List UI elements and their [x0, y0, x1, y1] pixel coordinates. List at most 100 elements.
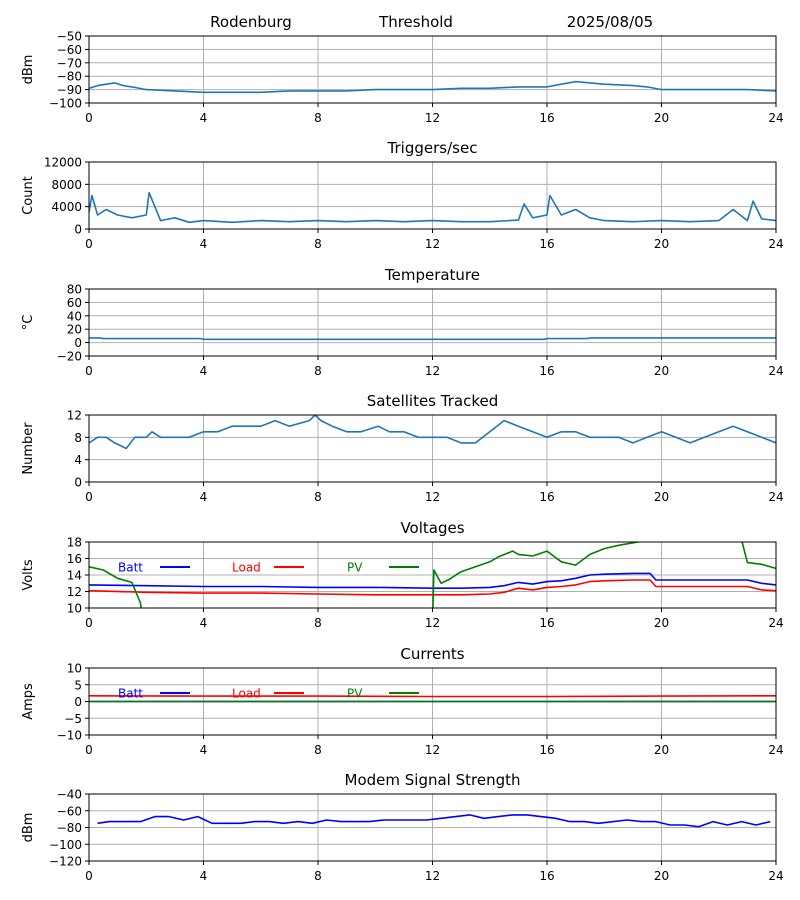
- y-tick-label: −120: [49, 855, 82, 869]
- chart-title: Satellites Tracked: [367, 392, 498, 410]
- chart-title: Temperature: [384, 266, 480, 284]
- plot-frame: [88, 288, 777, 357]
- y-tick-label: 10: [67, 602, 82, 616]
- plot-frame: [88, 414, 777, 483]
- y-tick-label: −40: [57, 788, 82, 802]
- y-tick-label: −90: [57, 83, 82, 97]
- y-tick-label: −20: [57, 350, 82, 364]
- x-tick-label: 8: [314, 743, 322, 757]
- x-tick-label: 0: [85, 111, 93, 125]
- y-tick-label: 0: [74, 336, 82, 350]
- plot-frame: [88, 161, 777, 230]
- y-axis-label: Count: [21, 176, 36, 215]
- x-tick-label: 8: [314, 237, 322, 251]
- y-tick-label: 40: [67, 309, 82, 323]
- x-tick-label: 12: [425, 869, 440, 883]
- y-tick-label: −80: [57, 821, 82, 835]
- y-tick-label: 4000: [51, 200, 82, 214]
- x-tick-label: 0: [85, 490, 93, 504]
- x-tick-label: 4: [200, 237, 208, 251]
- x-tick-label: 4: [200, 490, 208, 504]
- y-tick-label: −60: [57, 804, 82, 818]
- x-tick-label: 12: [425, 616, 440, 630]
- x-tick-label: 8: [314, 616, 322, 630]
- x-tick-label: 20: [654, 237, 669, 251]
- chart-panel-7: 0 4 8 12 16 20 24 −120 −100 −80 −60 −40 Modem Signal…: [21, 771, 784, 883]
- y-tick-label: −100: [49, 97, 82, 111]
- chart-panel-6: 0 4 8 12 16 20 24 −10 −5 0 5 10 Batt Load PV Currents Am…: [21, 645, 784, 757]
- y-axis-label: dBm: [21, 55, 36, 85]
- x-tick-label: 20: [654, 490, 669, 504]
- y-tick-label: 0: [74, 223, 82, 237]
- x-tick-label: 12: [425, 237, 440, 251]
- y-tick-label: −10: [57, 729, 82, 743]
- y-axis-label: dBm: [21, 813, 36, 843]
- header-station: Rodenburg: [210, 13, 292, 31]
- plot-frame: [88, 793, 777, 862]
- chart-title: Currents: [400, 645, 464, 663]
- y-tick-label: 80: [67, 283, 82, 297]
- y-tick-label: 0: [74, 476, 82, 490]
- y-tick-label: −5: [64, 712, 82, 726]
- legend-label-pv: PV: [347, 561, 363, 575]
- x-tick-label: 4: [200, 111, 208, 125]
- x-tick-label: 4: [200, 869, 208, 883]
- legend-label-batt: Batt: [118, 561, 143, 575]
- x-tick-label: 8: [314, 364, 322, 378]
- y-tick-label: 20: [67, 323, 82, 337]
- chart-title: Voltages: [400, 519, 464, 537]
- legend-label-load: Load: [232, 687, 261, 701]
- chart-panel-2: 0 4 8 12 16 20 24 0 4000 8000 12000 Triggers/sec Cou…: [21, 139, 784, 251]
- x-tick-label: 16: [539, 237, 554, 251]
- y-tick-label: 10: [67, 662, 82, 676]
- y-tick-label: 12: [67, 409, 82, 423]
- x-tick-label: 20: [654, 364, 669, 378]
- x-tick-label: 16: [539, 743, 554, 757]
- x-tick-label: 12: [425, 111, 440, 125]
- y-axis-label: Number: [21, 422, 36, 475]
- x-tick-label: 4: [200, 616, 208, 630]
- x-tick-label: 8: [314, 111, 322, 125]
- x-tick-label: 20: [654, 616, 669, 630]
- x-tick-label: 24: [768, 743, 783, 757]
- x-tick-label: 0: [85, 743, 93, 757]
- x-tick-label: 16: [539, 616, 554, 630]
- y-tick-label: 0: [74, 695, 82, 709]
- header-date: 2025/08/05: [567, 13, 653, 31]
- x-tick-label: 16: [539, 364, 554, 378]
- series-line-1: [97, 814, 771, 828]
- x-tick-label: 24: [768, 869, 783, 883]
- series-line-1: [89, 80, 776, 94]
- series-line-1: [89, 191, 776, 224]
- legend-label-load: Load: [232, 561, 261, 575]
- x-tick-label: 24: [768, 111, 783, 125]
- x-tick-label: 24: [768, 616, 783, 630]
- y-tick-label: −70: [57, 56, 82, 70]
- y-tick-label: 4: [74, 453, 82, 467]
- y-tick-label: −50: [57, 30, 82, 44]
- y-tick-label: −60: [57, 43, 82, 57]
- chart-panel-4: 0 4 8 12 16 20 24 0 4 8 12 Satellites Tracked Number: [21, 392, 784, 504]
- x-tick-label: 8: [314, 869, 322, 883]
- x-tick-label: 4: [200, 364, 208, 378]
- series-line-1: [89, 415, 776, 450]
- chart-panel-1: 0 4 8 12 16 20 24 −100−90−80−70−60−50 dBm: [21, 30, 784, 126]
- y-tick-label: 60: [67, 296, 82, 310]
- x-tick-label: 16: [539, 490, 554, 504]
- y-axis-label: Amps: [21, 683, 36, 720]
- y-tick-label: 14: [67, 569, 82, 583]
- x-tick-label: 12: [425, 490, 440, 504]
- y-tick-label: 8: [74, 431, 82, 445]
- x-tick-label: 20: [654, 869, 669, 883]
- series-line-pv: [89, 542, 776, 608]
- legend-label-pv: PV: [347, 687, 363, 701]
- x-tick-label: 0: [85, 616, 93, 630]
- plot-frame: [88, 667, 777, 736]
- y-axis-label: Volts: [21, 559, 36, 591]
- y-tick-label: 18: [67, 536, 82, 550]
- y-tick-label: −100: [49, 838, 82, 852]
- x-tick-label: 16: [539, 111, 554, 125]
- x-tick-label: 16: [539, 869, 554, 883]
